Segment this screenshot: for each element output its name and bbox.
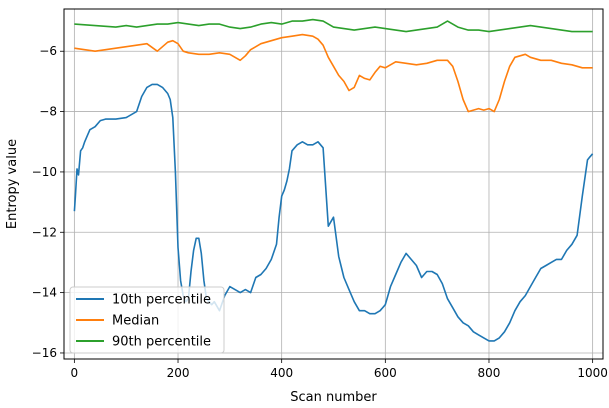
y-tick-label: −6 [39, 44, 57, 58]
legend: 10th percentile Median 90th percentile [69, 286, 225, 354]
y-tick-label: −10 [32, 165, 57, 179]
series-layer [73, 18, 594, 342]
legend-box [69, 286, 225, 354]
y-tick-label: −14 [32, 286, 57, 300]
series-line-1 [73, 83, 594, 342]
x-axis: 0 200 400 600 800 1000 [71, 359, 608, 380]
x-axis-label: Scan number [290, 390, 377, 405]
y-axis: −16 −14 −12 −10 −8 −6 [32, 44, 64, 360]
y-tick-label: −8 [39, 105, 57, 119]
legend-label-1: 10th percentile [112, 293, 211, 308]
series-line-3 [74, 18, 593, 33]
x-tick-label: 0 [71, 366, 79, 380]
x-tick-label: 800 [478, 366, 501, 380]
y-tick-label: −16 [32, 346, 57, 360]
x-tick-label: 200 [167, 366, 190, 380]
x-tick-label: 1000 [577, 366, 608, 380]
series-line-2 [74, 33, 593, 113]
y-axis-label: Entropy value [5, 139, 20, 229]
y-tick-label: −12 [32, 225, 57, 239]
legend-label-2: Median [112, 314, 159, 329]
x-tick-label: 400 [270, 366, 293, 380]
legend-label-3: 90th percentile [112, 335, 211, 350]
x-tick-label: 600 [374, 366, 397, 380]
plot-frame [63, 8, 604, 360]
